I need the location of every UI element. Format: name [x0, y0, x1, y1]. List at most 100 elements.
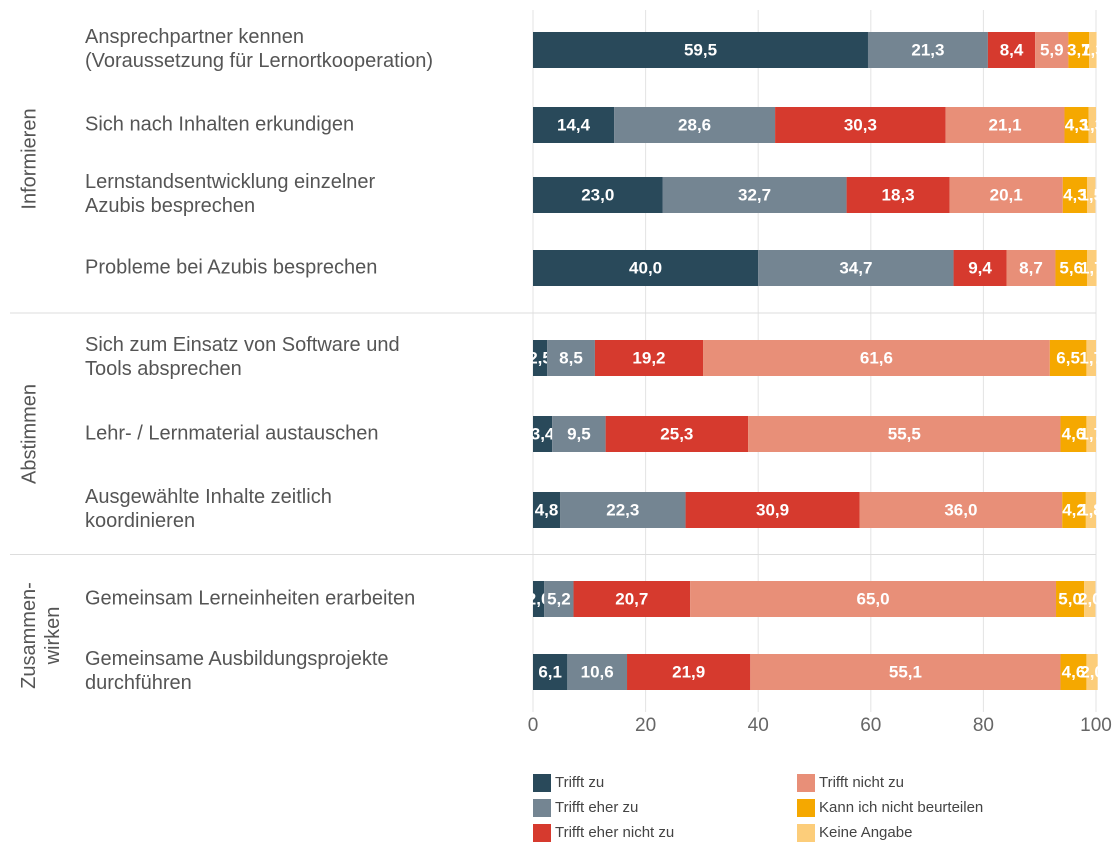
value-label: 4,8	[535, 500, 559, 519]
bar-segment	[690, 581, 1057, 617]
bar-segment	[685, 492, 860, 528]
value-label: 34,7	[839, 258, 872, 277]
value-label: 55,5	[888, 424, 921, 443]
bar-segment	[1088, 107, 1096, 143]
value-label: 2,5	[528, 348, 552, 367]
legend-swatch	[533, 799, 551, 817]
value-label: 28,6	[678, 115, 711, 134]
category-label: Probleme bei Azubis besprechen	[85, 256, 377, 278]
bar-segment	[859, 492, 1063, 528]
bar-segment	[1085, 492, 1096, 528]
value-label: 21,3	[911, 40, 944, 59]
value-label: 1,7	[1079, 424, 1103, 443]
value-label: 4,6	[1062, 424, 1086, 443]
x-tick-label: 20	[635, 715, 656, 736]
bar-segment	[1086, 654, 1098, 690]
bar-segment	[533, 340, 548, 376]
bar-segment	[758, 250, 954, 286]
value-label: 5,2	[547, 589, 571, 608]
bar-segment	[533, 107, 615, 143]
bar-segment	[552, 416, 606, 452]
bar-segment	[1086, 177, 1096, 213]
bar-segment	[1049, 340, 1087, 376]
value-label: 9,5	[567, 424, 591, 443]
value-label: 18,3	[882, 185, 915, 204]
value-label: 2,0	[1080, 662, 1104, 681]
bar-segment	[748, 416, 1061, 452]
value-label: 3,4	[531, 424, 555, 443]
bar-segment	[533, 581, 545, 617]
bar-segment	[1060, 654, 1087, 690]
value-label: 1,7	[1079, 348, 1103, 367]
value-label: 19,2	[632, 348, 665, 367]
legend-label: Trifft zu	[555, 774, 604, 791]
bar-segment	[949, 177, 1063, 213]
value-label: 9,4	[968, 258, 992, 277]
value-label: 1,3	[1081, 115, 1105, 134]
bar-segment	[1062, 177, 1087, 213]
value-label: 2,0	[1078, 589, 1102, 608]
value-label: 21,9	[672, 662, 705, 681]
bar-segment	[1064, 107, 1089, 143]
value-label: 1,7	[1080, 258, 1104, 277]
bar-segment	[544, 581, 574, 617]
legend-swatch	[797, 824, 815, 842]
value-label: 1,8	[1079, 500, 1103, 519]
bar-segment	[1055, 250, 1087, 286]
bar-segment	[605, 416, 749, 452]
bar-segment	[703, 340, 1050, 376]
value-label: 21,1	[989, 115, 1022, 134]
bar-segment	[594, 340, 704, 376]
value-label: 8,7	[1019, 258, 1043, 277]
bar-segment	[1086, 416, 1096, 452]
legend-swatch	[797, 774, 815, 792]
group-label: Abstimmen	[18, 384, 40, 484]
value-label: 25,3	[660, 424, 693, 443]
value-label: 14,4	[557, 115, 591, 134]
legend-label: Trifft nicht zu	[819, 774, 904, 791]
bar-segment	[533, 492, 561, 528]
bar-segment	[775, 107, 946, 143]
value-label: 8,4	[1000, 40, 1024, 59]
value-label: 22,3	[606, 500, 639, 519]
legend-label: Kann ich nicht beurteilen	[819, 799, 983, 816]
category-label: Sich zum Einsatz von Software und Tools a…	[85, 334, 400, 380]
group-label: Informieren	[18, 108, 40, 209]
category-label: Ausgewählte Inhalte zeitlich koordinieren	[85, 486, 332, 532]
bar-segment	[533, 654, 568, 690]
value-label: 1,3	[1081, 40, 1105, 59]
bar-segment	[1056, 581, 1085, 617]
value-label: 55,1	[889, 662, 922, 681]
x-tick-label: 80	[973, 715, 994, 736]
bar-segment	[567, 654, 628, 690]
bar-segment	[1006, 250, 1056, 286]
value-label: 4,2	[1062, 500, 1086, 519]
value-label: 40,0	[629, 258, 662, 277]
legend-swatch	[533, 824, 551, 842]
value-label: 4,3	[1065, 115, 1089, 134]
value-label: 6,1	[538, 662, 562, 681]
value-label: 30,3	[844, 115, 877, 134]
category-label: Gemeinsam Lerneinheiten erarbeiten	[85, 587, 415, 609]
value-label: 8,5	[559, 348, 583, 367]
value-label: 10,6	[581, 662, 614, 681]
bar-segment	[1084, 581, 1096, 617]
value-label: 61,6	[860, 348, 893, 367]
bar-segment	[987, 32, 1036, 68]
legend-swatch	[533, 774, 551, 792]
value-label: 59,5	[684, 40, 717, 59]
value-label: 20,7	[615, 589, 648, 608]
bar-segment	[1060, 416, 1087, 452]
category-label: Lernstandsentwicklung einzelner Azubis be…	[85, 171, 376, 217]
value-label: 5,6	[1059, 258, 1083, 277]
bar-segment	[953, 250, 1007, 286]
bar-segment	[627, 654, 751, 690]
value-label: 36,0	[944, 500, 977, 519]
bar-segment	[533, 416, 553, 452]
value-label: 4,6	[1062, 662, 1086, 681]
value-label: 5,0	[1058, 589, 1082, 608]
value-label: 5,9	[1040, 40, 1064, 59]
bar-segment	[573, 581, 691, 617]
bar-segment	[533, 250, 759, 286]
value-label: 30,9	[756, 500, 789, 519]
